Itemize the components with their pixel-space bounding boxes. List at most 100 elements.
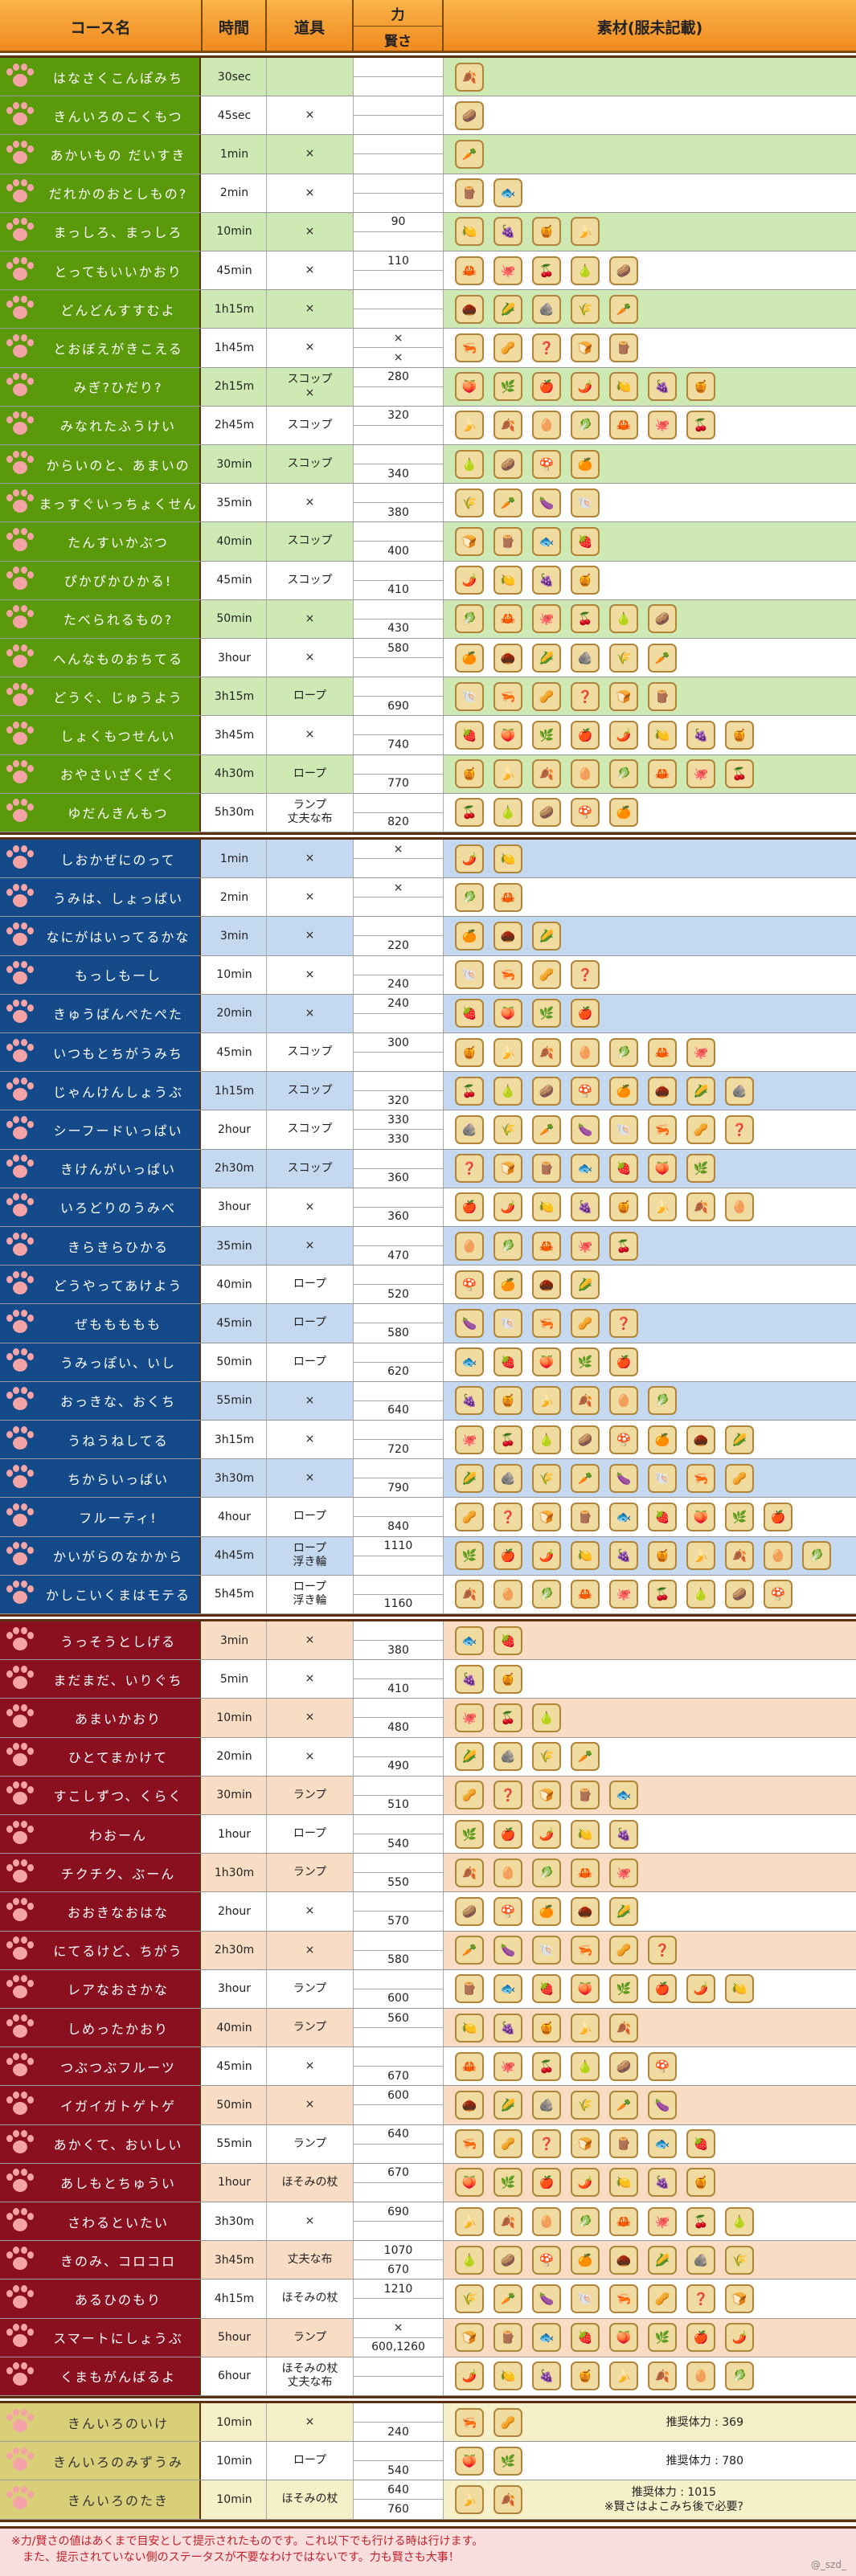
course-row[interactable]: だれかのおとしもの? 2min × 🪵 🐟 xyxy=(0,174,856,213)
course-row[interactable]: きのみ、コロコロ 3h45m 丈夫な布 1070 670 🍐 🥔 🍄 🍊 🌰 🌽 🪨 🌾 xyxy=(0,2241,856,2280)
course-time: 45sec xyxy=(203,96,267,135)
course-row[interactable]: いつもとちがうみち 45min スコップ 300 🍯 🍌 🍂 🥚 🥬 🦀 🐙 xyxy=(0,1033,856,1073)
course-row[interactable]: しょくもつせんい 3h45m × 740 🍓 🍑 🌿 🍎 🌶️ 🍋 🍇 🍯 xyxy=(0,716,856,755)
stat-cell: 740 xyxy=(354,716,444,754)
course-row[interactable]: どうぐ、じゅうよう 3h15m ロープ 690 🐚 🦐 🥜 ❓ 🍞 🪵 xyxy=(0,677,856,717)
material-icon: 🥔 xyxy=(494,449,522,479)
course-row[interactable]: うっそうとしげる 3min × 380 🐟 🍓 xyxy=(0,1621,856,1661)
course-row[interactable]: きんいろのこくもつ 45sec × 🥔 xyxy=(0,96,856,136)
course-row[interactable]: はなさくこんぽみち 30sec 🍂 xyxy=(0,58,856,97)
material-icon: 🥔 xyxy=(455,1896,484,1926)
course-row[interactable]: しめったかおり 40min ランプ 560 🍋 🍇 🍯 🍌 🍂 xyxy=(0,2009,856,2048)
material-icon: 🍄 xyxy=(532,449,561,479)
course-row[interactable]: わおーん 1hour ロープ 540 🌿 🍎 🌶️ 🍋 🍇 xyxy=(0,1815,856,1854)
course-row[interactable]: あるひのもり 4h15m ほそみの杖 1210 🌾 🥕 🍆 🐚 🦐 🥜 ❓ 🍞 xyxy=(0,2280,856,2319)
course-row[interactable]: くまもがんばるよ 6hour ほそみの杖 丈夫な布 🌶️ 🍋 🍇 🍯 🍌 🍂 🥚 🥬 xyxy=(0,2357,856,2396)
power-value: 1070 xyxy=(354,2241,443,2261)
course-row[interactable]: あかいもの だいすき 1min × 🥕 xyxy=(0,135,856,174)
course-row[interactable]: レアなおさかな 3hour ランプ 600 🪵 🐟 🍓 🍑 🌿 🍎 🌶️ 🍋 xyxy=(0,1969,856,2009)
course-name: じゃんけんしょうぶ xyxy=(52,1084,183,1100)
course-name-cell: あしもとちゅうい xyxy=(0,2163,201,2202)
course-row[interactable]: なにがはいってるかな 3min × 220 🍊 🌰 🌽 xyxy=(0,917,856,956)
course-name: さわるといたい xyxy=(67,2214,169,2230)
course-row[interactable]: きんいろのいけ 10min × 240 🦐 🥜 推奨体力 : 369 xyxy=(0,2403,856,2443)
course-row[interactable]: きんいろのたき 10min ほそみの杖 640 760 🍌 🍂 推奨体力 : 101… xyxy=(0,2480,856,2520)
course-row[interactable]: おおきなおはな 2hour × 570 🥔 🍄 🍊 🌰 🌽 xyxy=(0,1892,856,1932)
course-row[interactable]: つぶつぶフルーツ 45min × 670 🦀 🐙 🍒 🍐 🥔 🍄 xyxy=(0,2047,856,2087)
material-icon: 🐚 xyxy=(494,1308,522,1338)
wisdom-value xyxy=(354,2182,443,2202)
course-row[interactable]: じゃんけんしょうぶ 1h15m スコップ 320 🍒 🍐 🥔 🍄 🍊 🌰 🌽 🪨 xyxy=(0,1072,856,1111)
course-row[interactable]: しおかぜにのって 1min × × 🌶️ 🍋 xyxy=(0,840,856,879)
material-icon: 🌶️ xyxy=(455,844,484,873)
course-row[interactable]: へんなものおちてる 3hour × 580 🍊 🌰 🌽 🪨 🌾 🥕 xyxy=(0,639,856,678)
course-row[interactable]: ひとてまかけて 20min × 490 🌽 🪨 🌾 🥕 xyxy=(0,1737,856,1777)
stat-cell: 240 xyxy=(354,955,444,994)
material-icon: 🐙 xyxy=(455,1703,484,1732)
course-row[interactable]: もっしもーし 10min × 240 🐚 🦐 🥜 ❓ xyxy=(0,955,856,995)
course-name-cell: とってもいいかおり xyxy=(0,251,201,290)
course-row[interactable]: ゆだんきんもつ 5h30m ランプ 丈夫な布 820 🍒 🍐 🥔 🍄 🍊 xyxy=(0,793,856,832)
course-name: ひとてまかけて xyxy=(68,1750,169,1766)
course-row[interactable]: うみは、しょっぱい 2min × × 🥬 🦀 xyxy=(0,878,856,918)
course-row[interactable]: みぎ?ひだり? 2h15m スコップ × 280 🍑 🌿 🍎 🌶️ 🍋 🍇 🍯 xyxy=(0,367,856,407)
course-row[interactable]: きらきらひかる 35min × 470 🥚 🥬 🦀 🐙 🍒 xyxy=(0,1227,856,1266)
course-name-cell: どうやってあけよう xyxy=(0,1266,201,1304)
wisdom-value: 430 xyxy=(354,619,443,638)
course-row[interactable]: きゅうばんぺたぺた 20min × 240 🍓 🍑 🌿 🍎 xyxy=(0,994,856,1033)
course-row[interactable]: ぜももももも 45min ロープ 580 🍆 🐚 🦐 🥜 ❓ xyxy=(0,1304,856,1343)
course-row[interactable]: フルーティ! 4hour ロープ 840 🥜 ❓ 🍞 🪵 🐟 🍓 🍑 🌿 🍎 xyxy=(0,1498,856,1537)
course-row[interactable]: スマートにしょうぶ 5hour ランプ × 600,1260 🍞 🪵 🐟 🍓 🍑 🌿 🍎 🌶️ xyxy=(0,2318,856,2357)
course-tool: × xyxy=(267,599,354,638)
course-row[interactable]: たんすいかぶつ 40min スコップ 400 🍞 🪵 🐟 🍓 xyxy=(0,522,856,562)
paw-icon xyxy=(3,882,37,913)
material-icon: 🍑 xyxy=(609,2323,638,2353)
paw-icon xyxy=(3,1935,37,1965)
course-row[interactable]: ぴかぴかひかる! 45min スコップ 410 🌶️ 🍋 🍇 🍯 xyxy=(0,561,856,600)
material-icon: 🥔 xyxy=(725,1580,754,1609)
course-row[interactable]: チクチク、ぶーん 1h30m ランプ 550 🍂 🥚 🥬 🦀 🐙 xyxy=(0,1854,856,1893)
course-row[interactable]: みなれたふうけい 2h45m スコップ 320 🍌 🍂 🥚 🥬 🦀 🐙 🍒 xyxy=(0,406,856,445)
course-row[interactable]: どんどんすすむよ 1h15m × 🌰 🌽 🪨 🌾 🥕 xyxy=(0,290,856,329)
material-icon: 🍐 xyxy=(532,1703,561,1732)
course-time: 2h15m xyxy=(203,367,267,406)
course-row[interactable]: うねうねしてる 3h15m × 720 🐙 🍒 🍐 🥔 🍄 🍊 🌰 🌽 xyxy=(0,1421,856,1460)
material-icon: 🍒 xyxy=(532,2051,561,2081)
course-row[interactable]: かしこいくまはモテる 5h45m ロープ 浮き輪 1160 🍂 🥚 🥬 🦀 🐙 🍒 🍐 🥔 🍄 xyxy=(0,1575,856,1614)
course-row[interactable]: ちからいっぱい 3h30m × 790 🌽 🪨 🌾 🥕 🍆 🐚 🦐 🥜 xyxy=(0,1459,856,1499)
course-row[interactable]: まっすぐいっちょくせん 35min × 380 🌾 🥕 🍆 🐚 xyxy=(0,484,856,523)
material-icon: 🍂 xyxy=(532,759,561,789)
course-row[interactable]: とおぼえがきこえる 1h45m × × × 🦐 🥜 ❓ 🍞 🪵 xyxy=(0,329,856,368)
course-row[interactable]: あまいかおり 10min × 480 🐙 🍒 🍐 xyxy=(0,1699,856,1738)
course-row[interactable]: シーフードいっぱい 2hour スコップ 330 330 🪨 🌾 🥕 🍆 🐚 🦐 🥜 ❓ xyxy=(0,1110,856,1150)
course-row[interactable]: おっきな、おくち 55min × 640 🍇 🍯 🍌 🍂 🥚 🥬 xyxy=(0,1381,856,1421)
power-value: 320 xyxy=(354,406,443,426)
paw-icon xyxy=(3,1625,37,1656)
course-row[interactable]: からいのと、あまいの 30min スコップ 340 🍐 🥔 🍄 🍊 xyxy=(0,445,856,485)
material-icon: 🍇 xyxy=(686,720,715,750)
course-row[interactable]: さわるといたい 3h30m × 690 🍌 🍂 🥚 🥬 🦀 🐙 🍒 🍐 xyxy=(0,2202,856,2242)
course-row[interactable]: とってもいいかおり 45min × 110 🦀 🐙 🍒 🍐 🥔 xyxy=(0,251,856,291)
power-value: 640 xyxy=(354,2124,443,2145)
course-name: からいのと、あまいの xyxy=(46,457,190,473)
course-row[interactable]: あかくて、おいしい 55min ランプ 640 🦐 🥜 ❓ 🍞 🪵 🐟 🍓 xyxy=(0,2124,856,2164)
course-row[interactable]: どうやってあけよう 40min ロープ 520 🍄 🍊 🌰 🌽 xyxy=(0,1266,856,1305)
material-icon: ❓ xyxy=(571,681,600,711)
course-row[interactable]: かいがらのなかから 4h45m ロープ 浮き輪 1110 🌿 🍎 🌶️ 🍋 🍇 🍯 🍌 🍂 🥚 🥬 xyxy=(0,1536,856,1576)
materials-cell: 🌽 🪨 🌾 🥕 xyxy=(444,1738,856,1776)
wisdom-value xyxy=(354,2299,443,2318)
course-row[interactable]: うみっぽい、いし 50min ロープ 620 🐟 🍓 🍑 🌿 🍎 xyxy=(0,1343,856,1382)
stat-cell: × 600,1260 xyxy=(354,2318,444,2357)
course-row[interactable]: にてるけど、ちがう 2h30m × 580 🥕 🍆 🐚 🦐 🥜 ❓ xyxy=(0,1931,856,1970)
course-row[interactable]: まだまだ、いりぐち 5min × 410 🍇 🍯 xyxy=(0,1660,856,1699)
course-row[interactable]: おやさいざくざく 4h30m ロープ 770 🍯 🍌 🍂 🥚 🥬 🦀 🐙 🍒 xyxy=(0,754,856,794)
stat-cell: 580 xyxy=(354,639,444,677)
course-row[interactable]: きんいろのみずうみ 10min ロープ 540 🍑 🌿 推奨体力 : 780 xyxy=(0,2442,856,2481)
course-row[interactable]: あしもとちゅうい 1hour ほそみの杖 670 🍑 🌿 🍎 🌶️ 🍋 🍇 🍯 xyxy=(0,2163,856,2202)
course-row[interactable]: たべられるもの? 50min × 430 🥬 🦀 🐙 🍒 🍐 🥔 xyxy=(0,599,856,639)
course-row[interactable]: いろどりのうみべ 3hour × 360 🍎 🌶️ 🍋 🍇 🍯 🍌 🍂 🥚 xyxy=(0,1188,856,1227)
course-row[interactable]: まっしろ、まっしろ 10min × 90 🍋 🍇 🍯 🍌 xyxy=(0,212,856,251)
course-row[interactable]: イガイガトゲトゲ 50min × 600 🌰 🌽 🪨 🌾 🥕 🍆 xyxy=(0,2086,856,2125)
course-row[interactable]: すこしずつ、くらく 30min ランプ 510 🥜 ❓ 🍞 🪵 🐟 xyxy=(0,1776,856,1815)
course-row[interactable]: きけんがいっぱい 2h30m スコップ 360 ❓ 🍞 🪵 🐟 🍓 🍑 🌿 xyxy=(0,1149,856,1188)
